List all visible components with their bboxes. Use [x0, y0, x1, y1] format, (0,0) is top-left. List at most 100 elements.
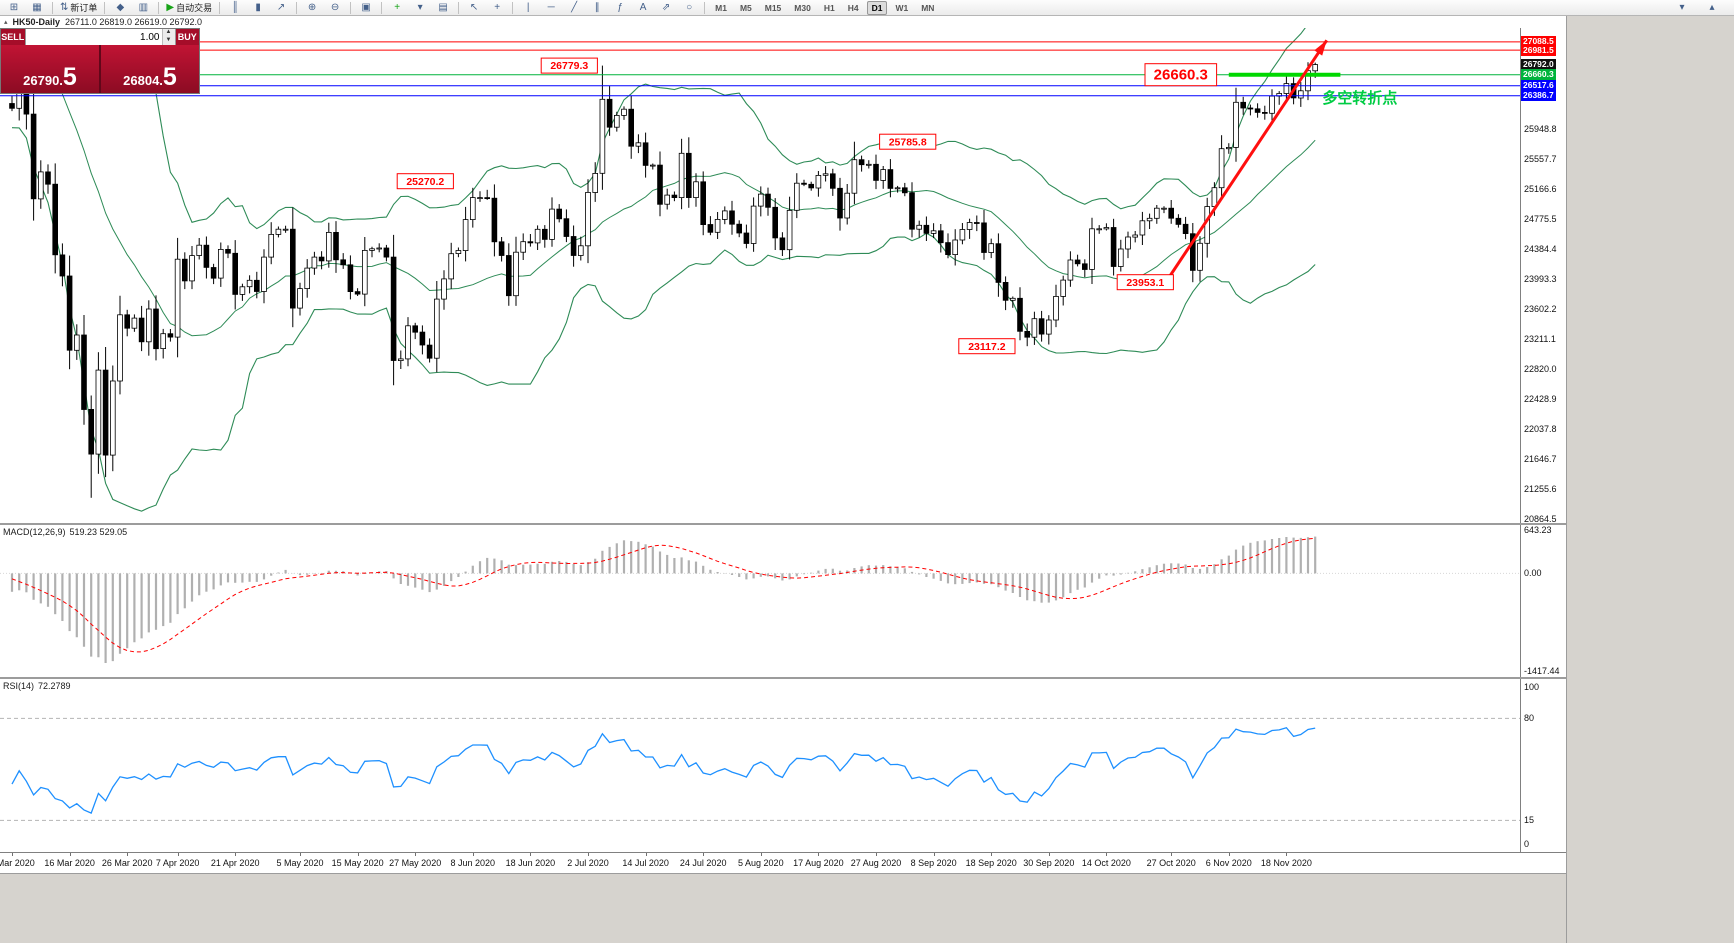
indicators-button[interactable]: + — [386, 0, 408, 16]
text-icon: A — [639, 1, 647, 13]
date-label: 21 Apr 2020 — [210, 858, 260, 868]
chart-title-bar: ▴ HK50-Daily 26711.0 26819.0 26619.0 267… — [0, 16, 1566, 28]
timeframe-w1-button[interactable]: W1 — [895, 2, 909, 13]
bollinger-middle-band — [11, 37, 1316, 337]
new-chart-button[interactable]: ⊞ — [3, 0, 25, 16]
date-tick — [357, 853, 359, 856]
chart-bars-button[interactable]: ║ — [224, 0, 246, 16]
toolbar-options-button[interactable]: ▾ — [1671, 0, 1693, 16]
shapes-button[interactable]: ○ — [678, 0, 700, 16]
date-tick — [12, 853, 13, 856]
toolbar-separator — [158, 1, 160, 14]
metaeditor-icon: ◆ — [116, 1, 125, 13]
auto-trading-button[interactable]: ▶ 自动交易 — [163, 0, 215, 16]
timeframe-m1-button[interactable]: M1 — [715, 2, 727, 13]
price-tick-label: 22428.9 — [1524, 393, 1557, 404]
date-tick — [472, 853, 474, 856]
date-tick — [300, 853, 301, 856]
terminal-icon: ▥ — [138, 1, 149, 13]
new-order-button[interactable]: ⇅ 新订单 — [57, 0, 100, 16]
cursor-button[interactable]: ↖ — [463, 0, 485, 16]
trend-arrow[interactable] — [1166, 39, 1328, 281]
metaeditor-button[interactable]: ◆ — [109, 0, 131, 16]
arrows-button[interactable]: ⇗ — [655, 0, 677, 16]
zoom-out-button[interactable]: ⊖ — [324, 0, 346, 16]
templates-button[interactable]: ▤ — [432, 0, 454, 16]
date-label: 15 May 2020 — [331, 858, 384, 868]
macd-tick-label: 0.00 — [1524, 568, 1542, 579]
toolbar-separator — [350, 1, 352, 14]
date-tick — [991, 853, 993, 856]
toolbar-separator — [219, 1, 221, 14]
macd-pane[interactable]: MACD(12,26,9) 519.23 529.05 — [0, 525, 1520, 677]
buy-price[interactable]: 26804. 5 — [101, 45, 199, 93]
price-label-box[interactable] — [396, 173, 454, 190]
macd-axis[interactable]: 643.23 0.00 -1417.44 — [1520, 525, 1566, 677]
chart-candles-button[interactable]: ▮ — [247, 0, 269, 16]
horizontal-line-button[interactable]: ─ — [540, 0, 562, 16]
date-label: 27 May 2020 — [389, 858, 442, 868]
macd-label: MACD(12,26,9) 519.23 529.05 — [3, 527, 128, 537]
price-badge: 27088.5 — [1521, 36, 1556, 48]
rsi-axis[interactable]: 100 80 15 0 — [1520, 679, 1566, 852]
timeframe-m30-button[interactable]: M30 — [794, 2, 811, 13]
toolbar-dock-button[interactable]: ▴ — [1701, 0, 1723, 16]
toolbar: ⊞ ▦ ⇅ 新订单 ◆ ▥ ▶ 自动交易 ║ ▮ ↗ ⊕ ⊖ ▣ + ▾ ▤ ↖ + | ─ ╱ ∥ ƒ A ⇗ ○ M1 M5 M15 M… — [0, 0, 1734, 16]
date-tick — [1171, 853, 1173, 856]
timeframe-h4-button[interactable]: H4 — [847, 2, 859, 13]
tile-windows-button[interactable]: ▣ — [355, 0, 377, 16]
toolbar-dock-icon: ▴ — [1709, 1, 1715, 13]
annotation-text[interactable]: 多空转折点 — [1322, 89, 1397, 107]
trendline-button[interactable]: ╱ — [563, 0, 585, 16]
one-click-trading-panel: SELL ▲ ▼ BUY 26790.5 26804.5 — [0, 28, 200, 94]
volume-input[interactable] — [25, 29, 162, 45]
price-chart-canvas[interactable]: 26779.3 25270.2 25785.8 23953.1 23117.2 26660… — [0, 28, 1520, 523]
price-axis[interactable]: 25948.8 25557.7 25166.6 24775.5 24384.4 23993… — [1520, 28, 1566, 523]
volume-up-button[interactable]: ▲ — [165, 29, 172, 35]
timeframe-m5-button[interactable]: M5 — [739, 2, 752, 13]
new-order-icon: ⇅ — [60, 1, 69, 13]
price-badge: 26386.7 — [1521, 90, 1556, 102]
date-label: 7 Apr 2020 — [155, 858, 200, 868]
text-button[interactable]: A — [632, 0, 654, 16]
new-order-label: 新订单 — [70, 3, 98, 13]
price-chart-pane[interactable]: 26779.3 25270.2 25785.8 23953.1 23117.2 26660… — [0, 28, 1520, 523]
date-label: 17 Aug 2020 — [793, 858, 844, 868]
date-label: 6 Nov 2020 — [1205, 858, 1252, 868]
vertical-line-button[interactable]: | — [517, 0, 539, 16]
pane-separator[interactable] — [0, 677, 1566, 679]
date-tick — [818, 853, 820, 856]
price-label-box[interactable] — [1116, 274, 1174, 291]
fibonacci-button[interactable]: ƒ — [609, 0, 631, 16]
sell-price[interactable]: 26790. 5 — [1, 45, 101, 93]
date-label: 4 Mar 2020 — [0, 858, 35, 868]
terminal-button[interactable]: ▥ — [132, 0, 154, 16]
timeframe-m15-button[interactable]: M15 — [764, 2, 782, 13]
indicators-icon: + — [394, 1, 401, 13]
zoom-in-button[interactable]: ⊕ — [301, 0, 323, 16]
price-tick-label: 24775.5 — [1524, 214, 1557, 225]
profiles-button[interactable]: ▦ — [26, 0, 48, 16]
price-label-box[interactable] — [879, 133, 937, 150]
chart-candles-icon: ▮ — [255, 1, 261, 13]
price-label-box[interactable] — [958, 338, 1016, 355]
timeframe-h1-button[interactable]: H1 — [823, 2, 835, 13]
price-label-box[interactable] — [540, 57, 598, 74]
pane-separator[interactable] — [0, 523, 1566, 525]
timeframe-mn-button[interactable]: MN — [921, 2, 935, 13]
buy-button[interactable]: BUY — [175, 29, 199, 45]
channel-button[interactable]: ∥ — [586, 0, 608, 16]
price-badge: 26981.5 — [1521, 44, 1556, 56]
volume-down-button[interactable]: ▼ — [165, 37, 172, 43]
rsi-pane[interactable]: RSI(14) 72.2789 — [0, 679, 1520, 852]
chart-line-button[interactable]: ↗ — [270, 0, 292, 16]
timeframe-d1-button[interactable]: D1 — [866, 0, 888, 15]
periods-button[interactable]: ▾ — [409, 0, 431, 16]
price-label-box[interactable] — [1144, 63, 1218, 87]
toolbar-options-icon: ▾ — [1679, 1, 1685, 13]
sell-button[interactable]: SELL — [1, 29, 25, 45]
date-label: 27 Aug 2020 — [850, 858, 902, 868]
crosshair-button[interactable]: + — [486, 0, 508, 16]
date-label: 16 Mar 2020 — [44, 858, 95, 868]
